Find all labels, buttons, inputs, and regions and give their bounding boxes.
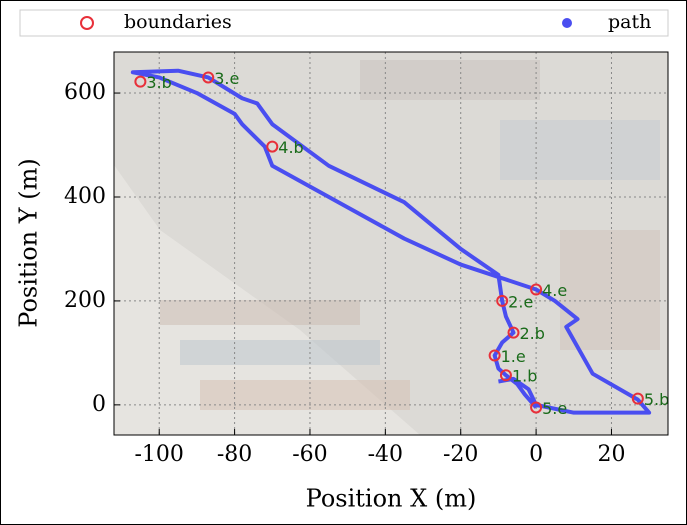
- boundary-marker: [631, 392, 644, 405]
- boundary-marker: [266, 140, 279, 153]
- legend-label: boundaries: [124, 11, 232, 33]
- legend-items: boundaries path: [80, 11, 651, 33]
- boundary-marker: [530, 283, 543, 296]
- grid: [114, 52, 668, 435]
- point-label: 3.b: [146, 73, 171, 92]
- x-tick-label: 20: [597, 442, 625, 467]
- legend-label: path: [608, 11, 651, 33]
- legend: [19, 9, 669, 37]
- legend-symbol: [80, 16, 94, 30]
- point-label: 4.b: [278, 138, 303, 157]
- boundary-marker: [202, 71, 215, 84]
- point-label: 2.b: [519, 324, 544, 343]
- boundary-marker: [488, 349, 501, 362]
- boundary-marker: [507, 326, 520, 339]
- x-axis-label: Position X (m): [306, 485, 477, 513]
- x-tick-label: -80: [217, 442, 252, 467]
- point-label: 5.e: [542, 399, 567, 418]
- y-axis-label: Position Y (m): [15, 158, 43, 327]
- boundary-marker: [499, 369, 512, 382]
- x-tick-label: -100: [135, 442, 184, 467]
- x-tick-label: 0: [529, 442, 543, 467]
- background-photo: [114, 52, 668, 435]
- boundary-marker: [530, 401, 543, 414]
- point-label: 1.e: [501, 347, 526, 366]
- y-tick-label: 400: [64, 184, 106, 209]
- boundary-marker: [134, 75, 147, 88]
- y-tick-label: 0: [92, 392, 106, 417]
- point-label: 4.e: [542, 281, 567, 300]
- point-label: 5.b: [644, 390, 669, 409]
- boundary-marker: [496, 294, 509, 307]
- x-tick-label: -20: [443, 442, 478, 467]
- point-label: 1.b: [512, 367, 537, 386]
- y-tick-label: 600: [64, 80, 106, 105]
- plot-border: [113, 51, 669, 436]
- legend-symbol: [562, 18, 572, 28]
- x-tick-label: -60: [292, 442, 327, 467]
- point-label: 2.e: [508, 292, 533, 311]
- path-line: [130, 68, 652, 415]
- x-tick-label: -40: [368, 442, 403, 467]
- point-label: 3.e: [214, 69, 239, 88]
- marks: 3.b 3.e 4.b 4.e 2.e 2.b 1.e1.b 5.e 5.b: [130, 68, 669, 418]
- y-tick-label: 200: [64, 288, 106, 313]
